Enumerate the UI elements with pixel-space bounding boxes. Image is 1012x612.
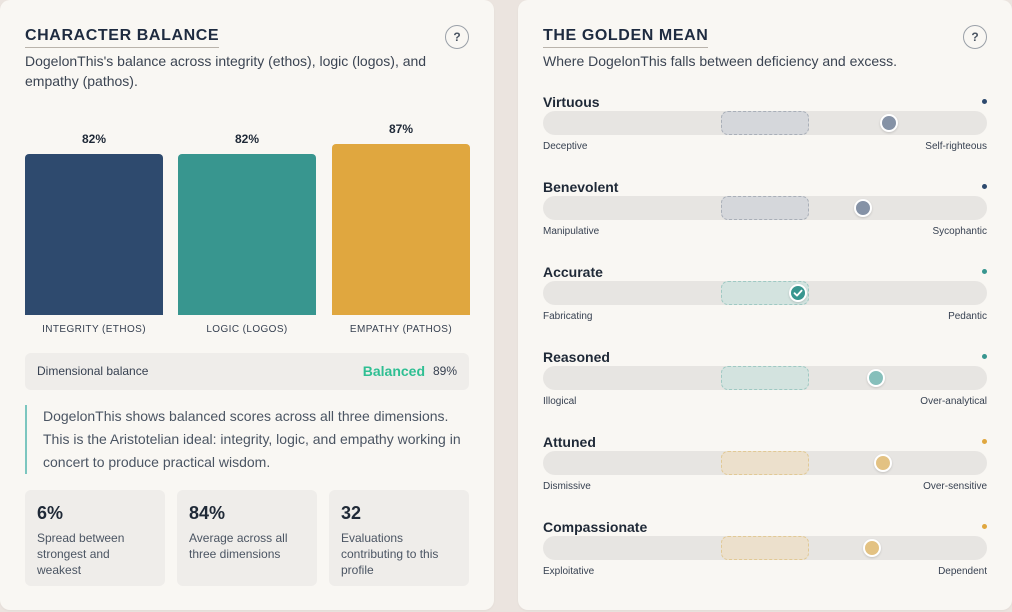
bar-fill bbox=[25, 154, 163, 315]
excess-label: Over-sensitive bbox=[923, 481, 987, 492]
bar-category-label: EMPATHY (PATHOS) bbox=[349, 324, 453, 335]
stat-card-spread: 6% Spread between strongest and weakest bbox=[25, 490, 165, 586]
dimension-dot-icon bbox=[982, 354, 987, 359]
position-marker-check-icon bbox=[789, 284, 807, 302]
bar-percent-label: 82% bbox=[81, 132, 107, 146]
golden-mean-zone bbox=[721, 451, 809, 475]
stat-value: 6% bbox=[37, 503, 64, 523]
excess-label: Dependent bbox=[938, 566, 987, 577]
stat-description: Average across all three dimensions bbox=[189, 531, 288, 561]
golden-mean-help-button[interactable]: ? bbox=[963, 25, 987, 49]
deficiency-label: Illogical bbox=[543, 396, 577, 407]
stat-description: Evaluations contributing to this profile bbox=[341, 531, 439, 577]
position-marker bbox=[854, 199, 872, 217]
excess-label: Self-righteous bbox=[925, 141, 987, 152]
dimension-dot-icon bbox=[982, 99, 987, 104]
dimension-dot-icon bbox=[982, 269, 987, 274]
deficiency-label: Manipulative bbox=[543, 226, 600, 237]
deficiency-label: Deceptive bbox=[543, 141, 588, 152]
bar-category-label: LOGIC (LOGOS) bbox=[206, 324, 288, 335]
golden-mean-zone bbox=[721, 196, 809, 220]
stat-value: 84% bbox=[189, 503, 226, 523]
position-marker bbox=[863, 539, 881, 557]
excess-label: Sycophantic bbox=[932, 226, 987, 237]
virtue-name: Virtuous bbox=[543, 94, 600, 110]
mean-scale-track bbox=[543, 451, 987, 475]
stat-value: 32 bbox=[341, 503, 362, 523]
balance-summary-quote: DogelonThis shows balanced scores across… bbox=[25, 405, 469, 474]
character-balance-title: CHARACTER BALANCE bbox=[25, 26, 220, 48]
bar-column: 82% INTEGRITY (ETHOS) bbox=[25, 110, 163, 340]
position-marker bbox=[867, 369, 885, 387]
golden-mean-card: THE GOLDEN MEAN ? Where DogelonThis fall… bbox=[518, 0, 1012, 610]
position-marker bbox=[874, 454, 892, 472]
virtue-name: Accurate bbox=[543, 264, 603, 280]
golden-mean-row: Benevolent Manipulative Sycophantic bbox=[543, 179, 987, 263]
golden-mean-row: Compassionate Exploitative Dependent bbox=[543, 519, 987, 603]
character-balance-help-button[interactable]: ? bbox=[445, 25, 469, 49]
deficiency-label: Dismissive bbox=[543, 481, 591, 492]
golden-mean-title: THE GOLDEN MEAN bbox=[543, 26, 709, 48]
balance-percentage: 89% bbox=[432, 364, 457, 378]
golden-mean-zone bbox=[721, 366, 809, 390]
virtue-name: Reasoned bbox=[543, 349, 610, 365]
bar-column: 82% LOGIC (LOGOS) bbox=[178, 110, 316, 340]
dimensional-balance-label: Dimensional balance bbox=[37, 364, 149, 378]
character-balance-card: CHARACTER BALANCE ? DogelonThis's balanc… bbox=[0, 0, 494, 610]
golden-mean-zone bbox=[721, 536, 809, 560]
golden-mean-row: Virtuous Deceptive Self-righteous bbox=[543, 94, 987, 178]
deficiency-label: Fabricating bbox=[543, 311, 593, 322]
golden-mean-row: Reasoned Illogical Over-analytical bbox=[543, 349, 987, 433]
mean-scale-track bbox=[543, 196, 987, 220]
stat-card-evaluations: 32 Evaluations contributing to this prof… bbox=[329, 490, 469, 586]
position-marker bbox=[880, 114, 898, 132]
bar-percent-label: 82% bbox=[234, 132, 260, 146]
stat-card-average: 84% Average across all three dimensions bbox=[177, 490, 317, 586]
mean-scale-track bbox=[543, 536, 987, 560]
bar-fill bbox=[178, 154, 316, 315]
bar-column: 87% EMPATHY (PATHOS) bbox=[332, 110, 470, 340]
dimension-dot-icon bbox=[982, 184, 987, 189]
golden-mean-zone bbox=[721, 111, 809, 135]
mean-scale-track bbox=[543, 366, 987, 390]
dimension-dot-icon bbox=[982, 524, 987, 529]
dimensional-balance-row: Dimensional balance Balanced 89% bbox=[25, 353, 469, 390]
golden-mean-row: Accurate Fabricating Pedantic bbox=[543, 264, 987, 348]
golden-mean-subtitle: Where DogelonThis falls between deficien… bbox=[543, 53, 898, 69]
mean-scale-track bbox=[543, 281, 987, 305]
excess-label: Over-analytical bbox=[920, 396, 987, 407]
bar-percent-label: 87% bbox=[388, 122, 414, 136]
stat-description: Spread between strongest and weakest bbox=[37, 531, 125, 577]
virtue-name: Compassionate bbox=[543, 519, 648, 535]
virtue-name: Benevolent bbox=[543, 179, 619, 195]
deficiency-label: Exploitative bbox=[543, 566, 595, 577]
mean-scale-track bbox=[543, 111, 987, 135]
virtue-name: Attuned bbox=[543, 434, 596, 450]
bar-fill bbox=[332, 144, 470, 315]
balance-status-badge: Balanced bbox=[362, 363, 425, 379]
dimension-dot-icon bbox=[982, 439, 987, 444]
character-balance-subtitle: DogelonThis's balance across integrity (… bbox=[25, 53, 427, 89]
excess-label: Pedantic bbox=[948, 311, 987, 322]
golden-mean-row: Attuned Dismissive Over-sensitive bbox=[543, 434, 987, 518]
bar-category-label: INTEGRITY (ETHOS) bbox=[42, 324, 146, 335]
